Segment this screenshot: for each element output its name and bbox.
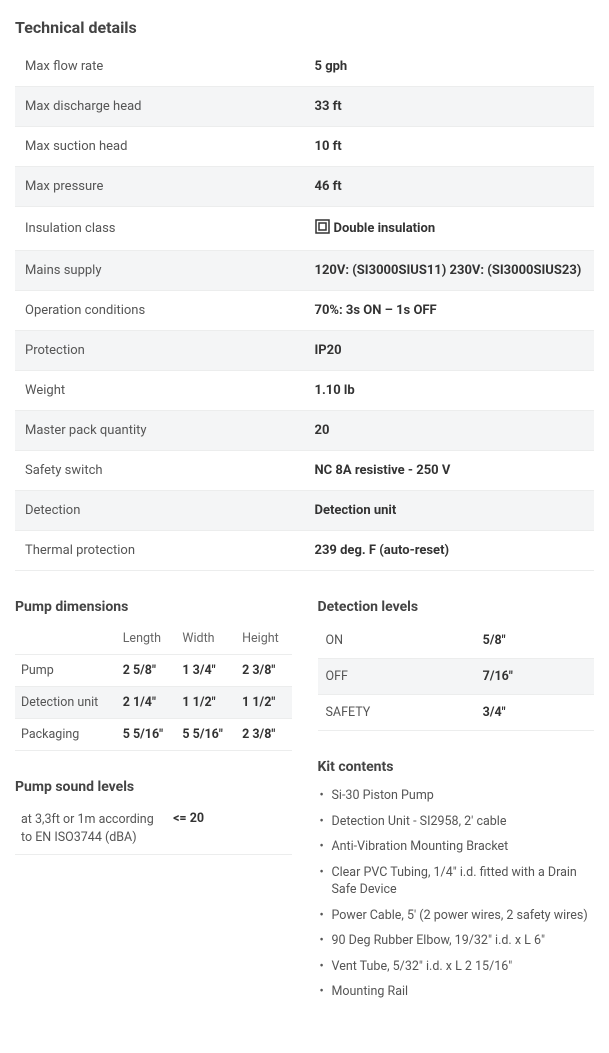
tech-row-label: Max discharge head [15, 87, 305, 127]
tech-row-label: Thermal protection [15, 531, 305, 571]
kit-item: Mounting Rail [318, 979, 595, 1005]
tech-row-label: Master pack quantity [15, 411, 305, 451]
tech-row-label: Max suction head [15, 127, 305, 167]
tech-row: Insulation class Double insulation [15, 207, 594, 251]
tech-row: Thermal protection239 deg. F (auto-reset… [15, 531, 594, 571]
tech-row-label: Insulation class [15, 207, 305, 251]
levels-row-value: 5/8" [475, 623, 594, 659]
dims-row-width: 1 1/2" [176, 687, 236, 719]
dims-row-height: 2 3/8" [236, 655, 291, 687]
dims-header-height: Height [236, 623, 291, 655]
tech-row-value: 20 [305, 411, 595, 451]
detection-levels-block: Detection levels ON5/8"OFF7/16"SAFETY3/4… [318, 599, 595, 731]
tech-row: Master pack quantity20 [15, 411, 594, 451]
tech-row: Weight1.10 lb [15, 371, 594, 411]
kit-item: Power Cable, 5' (2 power wires, 2 safety… [318, 903, 595, 929]
kit-item: Detection Unit - SI2958, 2' cable [318, 809, 595, 835]
kit-contents-list: Si-30 Piston PumpDetection Unit - SI2958… [318, 783, 595, 1005]
tech-row-label: Detection [15, 491, 305, 531]
levels-row-key: OFF [318, 659, 475, 695]
tech-row-label: Protection [15, 331, 305, 371]
dims-row-label: Pump [15, 655, 117, 687]
tech-row: Max suction head10 ft [15, 127, 594, 167]
levels-row-key: SAFETY [318, 695, 475, 731]
tech-details-table: Max flow rate5 gphMax discharge head33 f… [15, 47, 594, 571]
pump-dimensions-block: Pump dimensions Length Width Height Pump… [15, 599, 292, 751]
sound-value: <= 20 [167, 803, 291, 855]
kit-item: Clear PVC Tubing, 1/4" i.d. fitted with … [318, 860, 595, 903]
kit-contents-title: Kit contents [318, 759, 595, 775]
dims-row-length: 5 5/16" [117, 719, 177, 751]
tech-row-value: Double insulation [305, 207, 595, 251]
dims-row-height: 1 1/2" [236, 687, 291, 719]
tech-row-value: 46 ft [305, 167, 595, 207]
tech-row: Max pressure46 ft [15, 167, 594, 207]
tech-row-value: NC 8A resistive - 250 V [305, 451, 595, 491]
tech-row-value: Detection unit [305, 491, 595, 531]
tech-row: Operation conditions70%: 3s ON – 1s OFF [15, 291, 594, 331]
dims-row: Pump2 5/8"1 3/4"2 3/8" [15, 655, 292, 687]
kit-item: Anti-Vibration Mounting Bracket [318, 834, 595, 860]
tech-row: ProtectionIP20 [15, 331, 594, 371]
tech-row-value: 1.10 lb [305, 371, 595, 411]
tech-row-value: IP20 [305, 331, 595, 371]
dims-row: Packaging5 5/16"5 5/16"2 3/8" [15, 719, 292, 751]
dims-row-length: 2 5/8" [117, 655, 177, 687]
tech-row-value: 239 deg. F (auto-reset) [305, 531, 595, 571]
tech-row-value: 33 ft [305, 87, 595, 127]
dims-row-label: Packaging [15, 719, 117, 751]
dims-row-height: 2 3/8" [236, 719, 291, 751]
dims-row-label: Detection unit [15, 687, 117, 719]
double-insulation-icon [315, 219, 330, 238]
tech-row-label: Max flow rate [15, 47, 305, 87]
tech-row-label: Mains supply [15, 251, 305, 291]
sound-levels-title: Pump sound levels [15, 779, 292, 795]
tech-row-value: 5 gph [305, 47, 595, 87]
levels-row: OFF7/16" [318, 659, 595, 695]
dims-header-blank [15, 623, 117, 655]
tech-row-label: Weight [15, 371, 305, 411]
dims-row: Detection unit2 1/4"1 1/2"1 1/2" [15, 687, 292, 719]
levels-row-value: 7/16" [475, 659, 594, 695]
sound-levels-table: at 3,3ft or 1m according to EN ISO3744 (… [15, 803, 292, 855]
levels-row-key: ON [318, 623, 475, 659]
detection-levels-table: ON5/8"OFF7/16"SAFETY3/4" [318, 623, 595, 731]
detection-levels-title: Detection levels [318, 599, 595, 615]
tech-row: Mains supply120V: (SI3000SIUS11) 230V: (… [15, 251, 594, 291]
levels-row: SAFETY3/4" [318, 695, 595, 731]
tech-row: DetectionDetection unit [15, 491, 594, 531]
tech-row-value: 70%: 3s ON – 1s OFF [305, 291, 595, 331]
dims-header-width: Width [176, 623, 236, 655]
pump-dimensions-table: Length Width Height Pump2 5/8"1 3/4"2 3/… [15, 623, 292, 751]
levels-row: ON5/8" [318, 623, 595, 659]
tech-row: Max flow rate5 gph [15, 47, 594, 87]
tech-row-value: 10 ft [305, 127, 595, 167]
dims-header-length: Length [117, 623, 177, 655]
dims-row-length: 2 1/4" [117, 687, 177, 719]
tech-row-value: 120V: (SI3000SIUS11) 230V: (SI3000SIUS23… [305, 251, 595, 291]
tech-row-label: Safety switch [15, 451, 305, 491]
kit-contents-block: Kit contents Si-30 Piston PumpDetection … [318, 759, 595, 1005]
tech-row-label: Max pressure [15, 167, 305, 207]
sound-levels-block: Pump sound levels at 3,3ft or 1m accordi… [15, 779, 292, 855]
tech-details-title: Technical details [15, 18, 594, 37]
tech-row: Safety switchNC 8A resistive - 250 V [15, 451, 594, 491]
tech-row: Max discharge head33 ft [15, 87, 594, 127]
tech-row-label: Operation conditions [15, 291, 305, 331]
dims-row-width: 5 5/16" [176, 719, 236, 751]
pump-dimensions-title: Pump dimensions [15, 599, 292, 615]
tech-row-value-text: Double insulation [334, 221, 436, 236]
kit-item: Si-30 Piston Pump [318, 783, 595, 809]
sound-label: at 3,3ft or 1m according to EN ISO3744 (… [15, 803, 167, 855]
dims-row-width: 1 3/4" [176, 655, 236, 687]
kit-item: Vent Tube, 5/32" i.d. x L 2 15/16" [318, 954, 595, 980]
kit-item: 90 Deg Rubber Elbow, 19/32" i.d. x L 6" [318, 928, 595, 954]
levels-row-value: 3/4" [475, 695, 594, 731]
